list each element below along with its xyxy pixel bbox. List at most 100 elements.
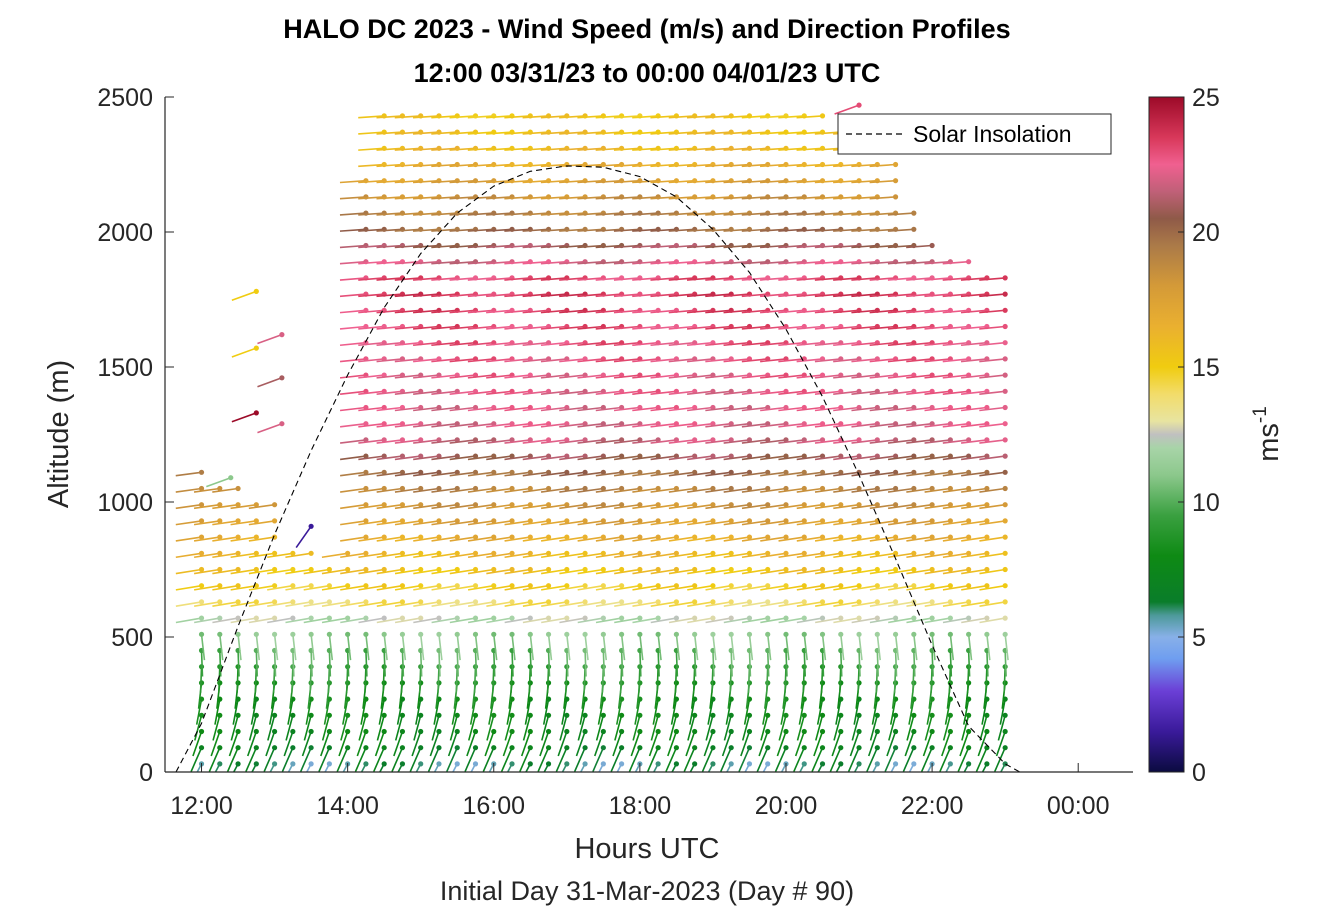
wind-barb-dot — [381, 599, 387, 605]
wind-barb-shaft — [906, 715, 915, 741]
wind-barb-shaft — [175, 584, 202, 591]
x-tick-label: 22:00 — [901, 792, 964, 820]
wind-barb-shaft — [802, 666, 806, 693]
wind-barb-shaft — [559, 520, 586, 526]
wind-barb-shaft — [449, 584, 476, 591]
wind-barb-shaft — [486, 374, 513, 379]
wind-barb-shaft — [577, 358, 604, 363]
wind-barb-shaft — [412, 179, 440, 184]
wind-barb-shaft — [705, 536, 732, 542]
wind-barb-shaft — [537, 747, 550, 772]
wind-barb-shaft — [467, 487, 494, 493]
wind-barb-shaft — [595, 471, 622, 477]
wind-barb-dot — [874, 550, 880, 556]
wind-barb-shaft — [383, 634, 388, 661]
wind-barb-dot — [637, 566, 643, 573]
wind-barb-shaft — [340, 520, 367, 526]
wind-barb-shaft — [1004, 634, 1009, 661]
wind-barb-shaft — [486, 552, 513, 559]
wind-barb-shaft — [358, 406, 385, 412]
wind-barb-dot — [545, 599, 552, 605]
wind-barb-dot — [235, 534, 241, 540]
wind-barb-dot — [856, 745, 862, 751]
wind-barb-dot — [728, 453, 734, 459]
wind-barb-dot — [290, 566, 296, 573]
wind-barb-shaft — [851, 341, 878, 347]
wind-barb-dot — [545, 745, 552, 751]
wind-barb-dot — [545, 502, 552, 508]
wind-barb-shaft — [811, 747, 824, 772]
wind-barb-dot — [1002, 437, 1008, 443]
wind-barb-dot — [1002, 275, 1008, 281]
wind-barb-dot — [418, 453, 424, 459]
wind-barb-dot — [746, 534, 753, 540]
wind-barb-shaft — [632, 341, 659, 347]
wind-barb-shaft — [212, 584, 239, 591]
wind-barb-dot — [911, 745, 917, 751]
wind-barb-shaft — [650, 536, 677, 542]
wind-barb-shaft — [942, 471, 969, 477]
wind-barb-shaft — [778, 568, 805, 575]
wind-barb-shaft — [210, 731, 221, 757]
wind-barb-shaft — [942, 503, 969, 510]
wind-barb-dot — [253, 599, 259, 605]
wind-barb-shaft — [394, 503, 421, 510]
wind-barb-shaft — [692, 666, 696, 693]
wind-barb-shaft — [712, 634, 717, 661]
wind-barb-shaft — [814, 163, 841, 168]
wind-barb-shaft — [376, 341, 403, 347]
wind-barb-shaft — [394, 163, 421, 168]
wind-barb-shaft — [339, 374, 366, 379]
wind-barb-shaft — [248, 552, 275, 559]
wind-barb-shaft — [744, 763, 751, 772]
wind-barb-dot — [692, 550, 698, 556]
wind-barb-dot — [1002, 356, 1008, 362]
wind-barb-dot — [418, 534, 424, 540]
wind-barb-dot — [1002, 323, 1008, 330]
wind-barb-shaft — [193, 503, 220, 510]
wind-barb-shaft — [650, 179, 677, 184]
wind-barb-shaft — [486, 406, 513, 412]
wind-barb-shaft — [358, 325, 385, 330]
wind-barb-shaft — [887, 520, 914, 526]
wind-barb-dot — [783, 534, 789, 540]
wind-barb-shaft — [449, 617, 476, 624]
wind-barb-shaft — [431, 277, 458, 281]
wind-barb-dot — [582, 583, 588, 589]
wind-barb-dot — [399, 615, 406, 621]
wind-barb-shaft — [522, 471, 549, 477]
wind-barb-dot — [454, 518, 460, 524]
wind-barb-shaft — [559, 439, 586, 444]
wind-barb-field — [175, 102, 1009, 772]
wind-barb-shaft — [723, 115, 750, 119]
wind-barb-dot — [874, 437, 880, 443]
wind-barb-shaft — [413, 455, 440, 461]
wind-barb-shaft — [705, 601, 732, 607]
wind-barb-shaft — [723, 439, 750, 444]
wind-barb-shaft — [431, 503, 458, 510]
wind-barb-shaft — [431, 325, 458, 330]
wind-barb-dot — [819, 566, 826, 573]
plot-axes — [164, 97, 1133, 773]
wind-barb-shaft — [504, 244, 531, 249]
wind-barb-shaft — [522, 179, 549, 184]
wind-barb-shaft — [486, 260, 513, 265]
wind-barb-dot — [600, 631, 606, 637]
wind-barb-dot — [253, 728, 259, 735]
wind-barb-dot — [290, 550, 296, 556]
wind-barb-dot — [838, 518, 844, 524]
wind-barb-shaft — [431, 212, 458, 216]
wind-barb-shaft — [888, 552, 914, 559]
wind-barb-shaft — [394, 325, 421, 330]
wind-barb-shaft — [248, 503, 275, 510]
wind-barb-shaft — [705, 406, 732, 412]
wind-barb-shaft — [522, 536, 549, 542]
wind-barb-shaft — [668, 179, 695, 184]
wind-barb-dot — [728, 728, 734, 735]
wind-barb-shaft — [995, 731, 1006, 757]
wind-barb-dot — [892, 599, 899, 605]
wind-barb-shaft — [942, 536, 969, 542]
wind-barb-dot — [545, 550, 552, 556]
wind-barb-shaft — [486, 115, 513, 119]
wind-barb-dot — [582, 566, 588, 573]
